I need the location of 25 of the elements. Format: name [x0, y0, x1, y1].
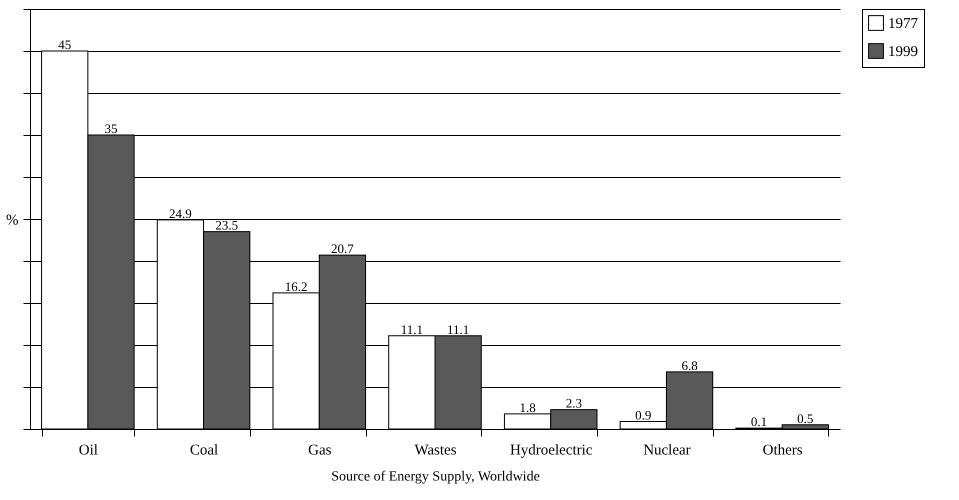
x-tick-label: Oil — [78, 442, 98, 458]
y-axis-title: % — [6, 212, 18, 228]
data-label: 2.3 — [566, 396, 582, 411]
legend-label: 1999 — [888, 44, 918, 60]
data-label: 6.8 — [681, 358, 698, 373]
x-tick-label: Coal — [190, 442, 218, 458]
data-label: 20.7 — [331, 241, 354, 256]
data-label: 0.1 — [750, 414, 768, 430]
data-label: 45 — [58, 37, 72, 52]
legend-label: 1977 — [888, 16, 918, 32]
data-label: 1.8 — [519, 400, 536, 415]
data-label: 35 — [104, 121, 118, 136]
data-label: 16.2 — [284, 278, 308, 294]
x-tick-label: Nuclear — [643, 442, 691, 458]
x-axis-title: Source of Energy Supply, Worldwide — [331, 470, 540, 484]
x-tick-label: Hydroelectric — [510, 442, 593, 458]
data-label: 11.1 — [447, 322, 470, 337]
x-tick-label: Gas — [308, 442, 332, 458]
x-tick-label: Wastes — [414, 442, 457, 458]
x-tick-label: Others — [762, 442, 803, 458]
data-label: 0.9 — [635, 407, 652, 422]
data-label: 23.5 — [215, 218, 238, 233]
data-label: 11.1 — [400, 322, 423, 337]
data-label: 24.9 — [169, 206, 192, 221]
data-label: 0.5 — [797, 410, 814, 426]
